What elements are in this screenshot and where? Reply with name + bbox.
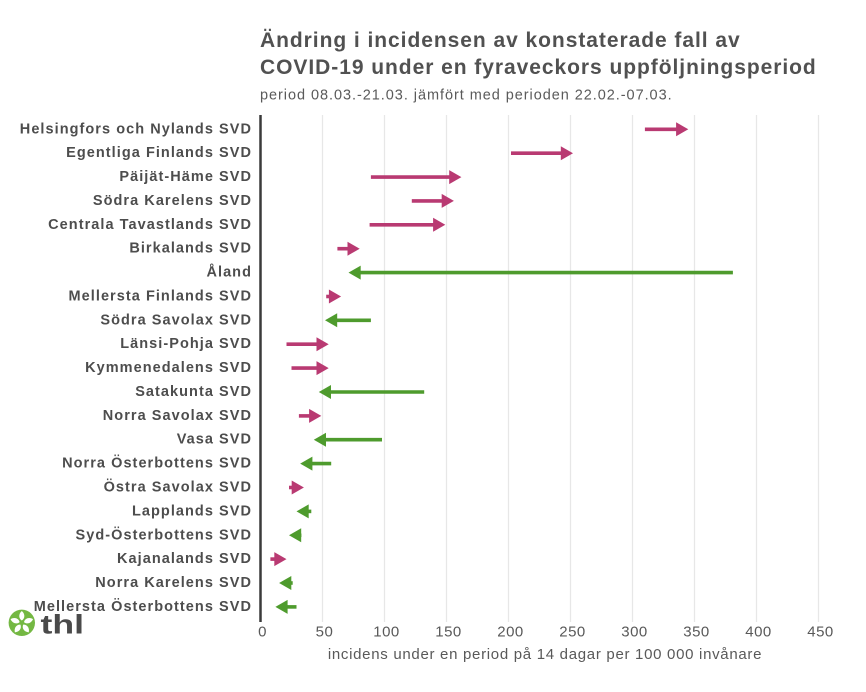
- svg-text:Lapplands SVD: Lapplands SVD: [132, 503, 252, 519]
- svg-text:Vasa SVD: Vasa SVD: [177, 432, 252, 448]
- svg-text:Östra Savolax SVD: Östra Savolax SVD: [104, 479, 252, 496]
- svg-text:300: 300: [621, 624, 648, 641]
- svg-text:Mellersta Finlands SVD: Mellersta Finlands SVD: [69, 289, 252, 305]
- svg-text:Centrala Tavastlands SVD: Centrala Tavastlands SVD: [48, 217, 252, 233]
- svg-text:Egentliga Finlands SVD: Egentliga Finlands SVD: [66, 145, 252, 161]
- svg-text:150: 150: [435, 624, 462, 641]
- svg-text:Kajanalands SVD: Kajanalands SVD: [117, 551, 252, 567]
- svg-text:thl: thl: [41, 609, 85, 640]
- svg-text:incidens under en period på 14: incidens under en period på 14 dagar per…: [328, 646, 762, 663]
- svg-text:Norra Savolax SVD: Norra Savolax SVD: [103, 408, 252, 424]
- svg-text:Syd-Österbottens SVD: Syd-Österbottens SVD: [76, 526, 253, 543]
- svg-text:COVID-19 under en fyraveckors: COVID-19 under en fyraveckors uppföljnin…: [260, 56, 817, 79]
- svg-text:Päijät-Häme SVD: Päijät-Häme SVD: [119, 169, 252, 185]
- svg-text:Norra Karelens SVD: Norra Karelens SVD: [95, 575, 252, 591]
- svg-text:Kymmenedalens SVD: Kymmenedalens SVD: [85, 360, 252, 376]
- svg-text:100: 100: [373, 624, 400, 641]
- svg-text:200: 200: [497, 624, 524, 641]
- svg-text:Åland: Åland: [206, 264, 252, 281]
- svg-text:0: 0: [258, 624, 267, 641]
- svg-text:Mellersta Österbottens SVD: Mellersta Österbottens SVD: [34, 598, 252, 615]
- svg-text:Södra Karelens SVD: Södra Karelens SVD: [93, 193, 252, 209]
- svg-text:Birkalands SVD: Birkalands SVD: [129, 241, 252, 257]
- svg-text:period 08.03.-21.03. jämfört m: period 08.03.-21.03. jämfört med periode…: [260, 88, 673, 104]
- svg-text:Satakunta SVD: Satakunta SVD: [135, 384, 252, 400]
- svg-text:Länsi-Pohja SVD: Länsi-Pohja SVD: [120, 336, 252, 352]
- svg-text:Ändring i incidensen av konsta: Ändring i incidensen av konstaterade fal…: [260, 29, 741, 52]
- svg-text:400: 400: [745, 624, 772, 641]
- svg-text:350: 350: [683, 624, 710, 641]
- svg-text:250: 250: [559, 624, 586, 641]
- svg-text:Helsingfors och Nylands SVD: Helsingfors och Nylands SVD: [20, 121, 252, 137]
- svg-text:Norra Österbottens SVD: Norra Österbottens SVD: [62, 455, 252, 472]
- svg-text:450: 450: [807, 624, 834, 641]
- svg-text:Södra Savolax SVD: Södra Savolax SVD: [100, 312, 252, 328]
- svg-text:50: 50: [316, 624, 334, 641]
